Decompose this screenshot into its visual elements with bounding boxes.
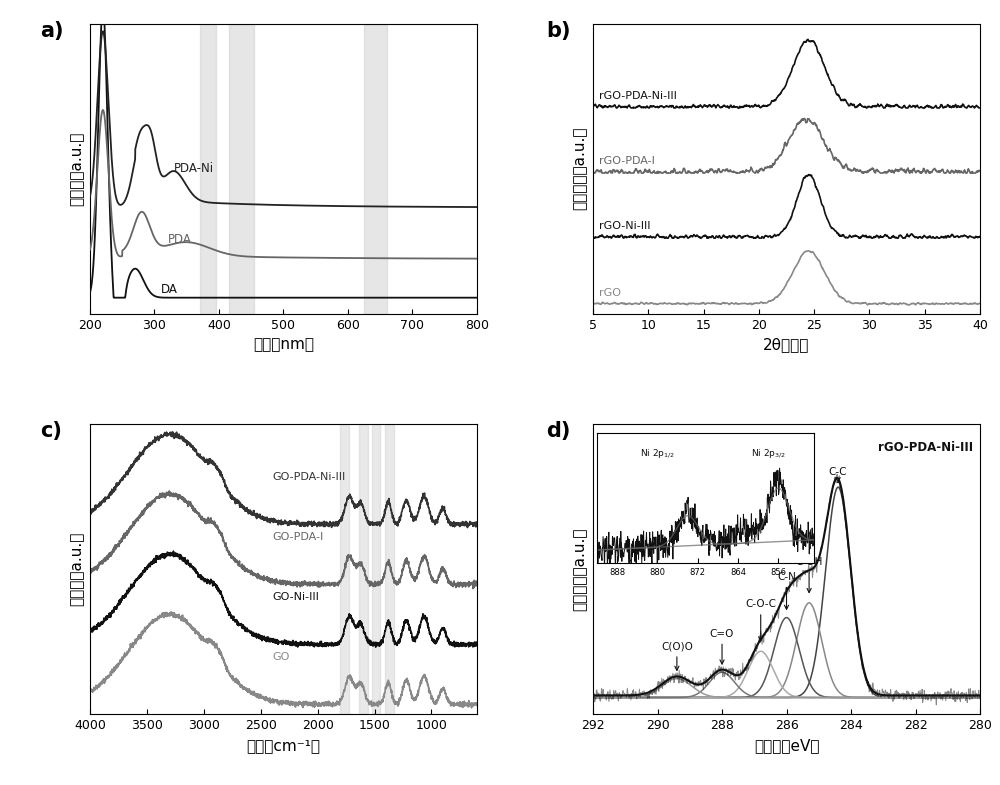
- Bar: [372, 424, 380, 714]
- Text: b): b): [547, 20, 571, 41]
- Text: GO: GO: [272, 652, 289, 663]
- Text: GO-Ni-III: GO-Ni-III: [272, 592, 319, 602]
- X-axis label: 波长（nm）: 波长（nm）: [253, 338, 314, 352]
- Text: C-OH: C-OH: [795, 557, 823, 593]
- Text: d): d): [547, 422, 571, 441]
- Text: C-C: C-C: [829, 466, 847, 482]
- Text: rGO-PDA-Ni-III: rGO-PDA-Ni-III: [599, 91, 676, 101]
- X-axis label: 2θ（度）: 2θ（度）: [763, 338, 810, 352]
- Text: PDA-Ni: PDA-Ni: [174, 162, 214, 175]
- Bar: [340, 424, 349, 714]
- Text: PDA: PDA: [167, 233, 191, 246]
- Text: C(O)O: C(O)O: [661, 641, 693, 670]
- Text: C=O: C=O: [710, 629, 734, 664]
- Text: GO-PDA-Ni-III: GO-PDA-Ni-III: [272, 472, 345, 482]
- Text: a): a): [40, 20, 63, 41]
- Bar: [364, 24, 387, 314]
- X-axis label: 波数（cm⁻¹）: 波数（cm⁻¹）: [246, 738, 320, 753]
- Y-axis label: 透过率（a.u.）: 透过率（a.u.）: [69, 532, 84, 606]
- Y-axis label: 吸收值（a.u.）: 吸收值（a.u.）: [69, 132, 84, 206]
- Text: rGO: rGO: [599, 288, 621, 298]
- Text: rGO-Ni-III: rGO-Ni-III: [599, 221, 650, 232]
- Y-axis label: 相对强度（a.u.）: 相对强度（a.u.）: [572, 528, 587, 611]
- Bar: [385, 424, 394, 714]
- Bar: [229, 24, 254, 314]
- Text: GO-PDA-I: GO-PDA-I: [272, 532, 323, 542]
- Bar: [359, 424, 368, 714]
- Text: c): c): [40, 422, 62, 441]
- X-axis label: 结合能（eV）: 结合能（eV）: [754, 738, 819, 753]
- Text: C-N: C-N: [777, 571, 796, 609]
- Text: rGO-PDA-I: rGO-PDA-I: [599, 156, 654, 166]
- Text: rGO-PDA-Ni-III: rGO-PDA-Ni-III: [878, 441, 974, 454]
- Bar: [200, 24, 216, 314]
- Text: DA: DA: [161, 283, 178, 296]
- Text: C-O-C: C-O-C: [745, 599, 776, 641]
- Y-axis label: 相对强度（a.u.）: 相对强度（a.u.）: [572, 127, 587, 210]
